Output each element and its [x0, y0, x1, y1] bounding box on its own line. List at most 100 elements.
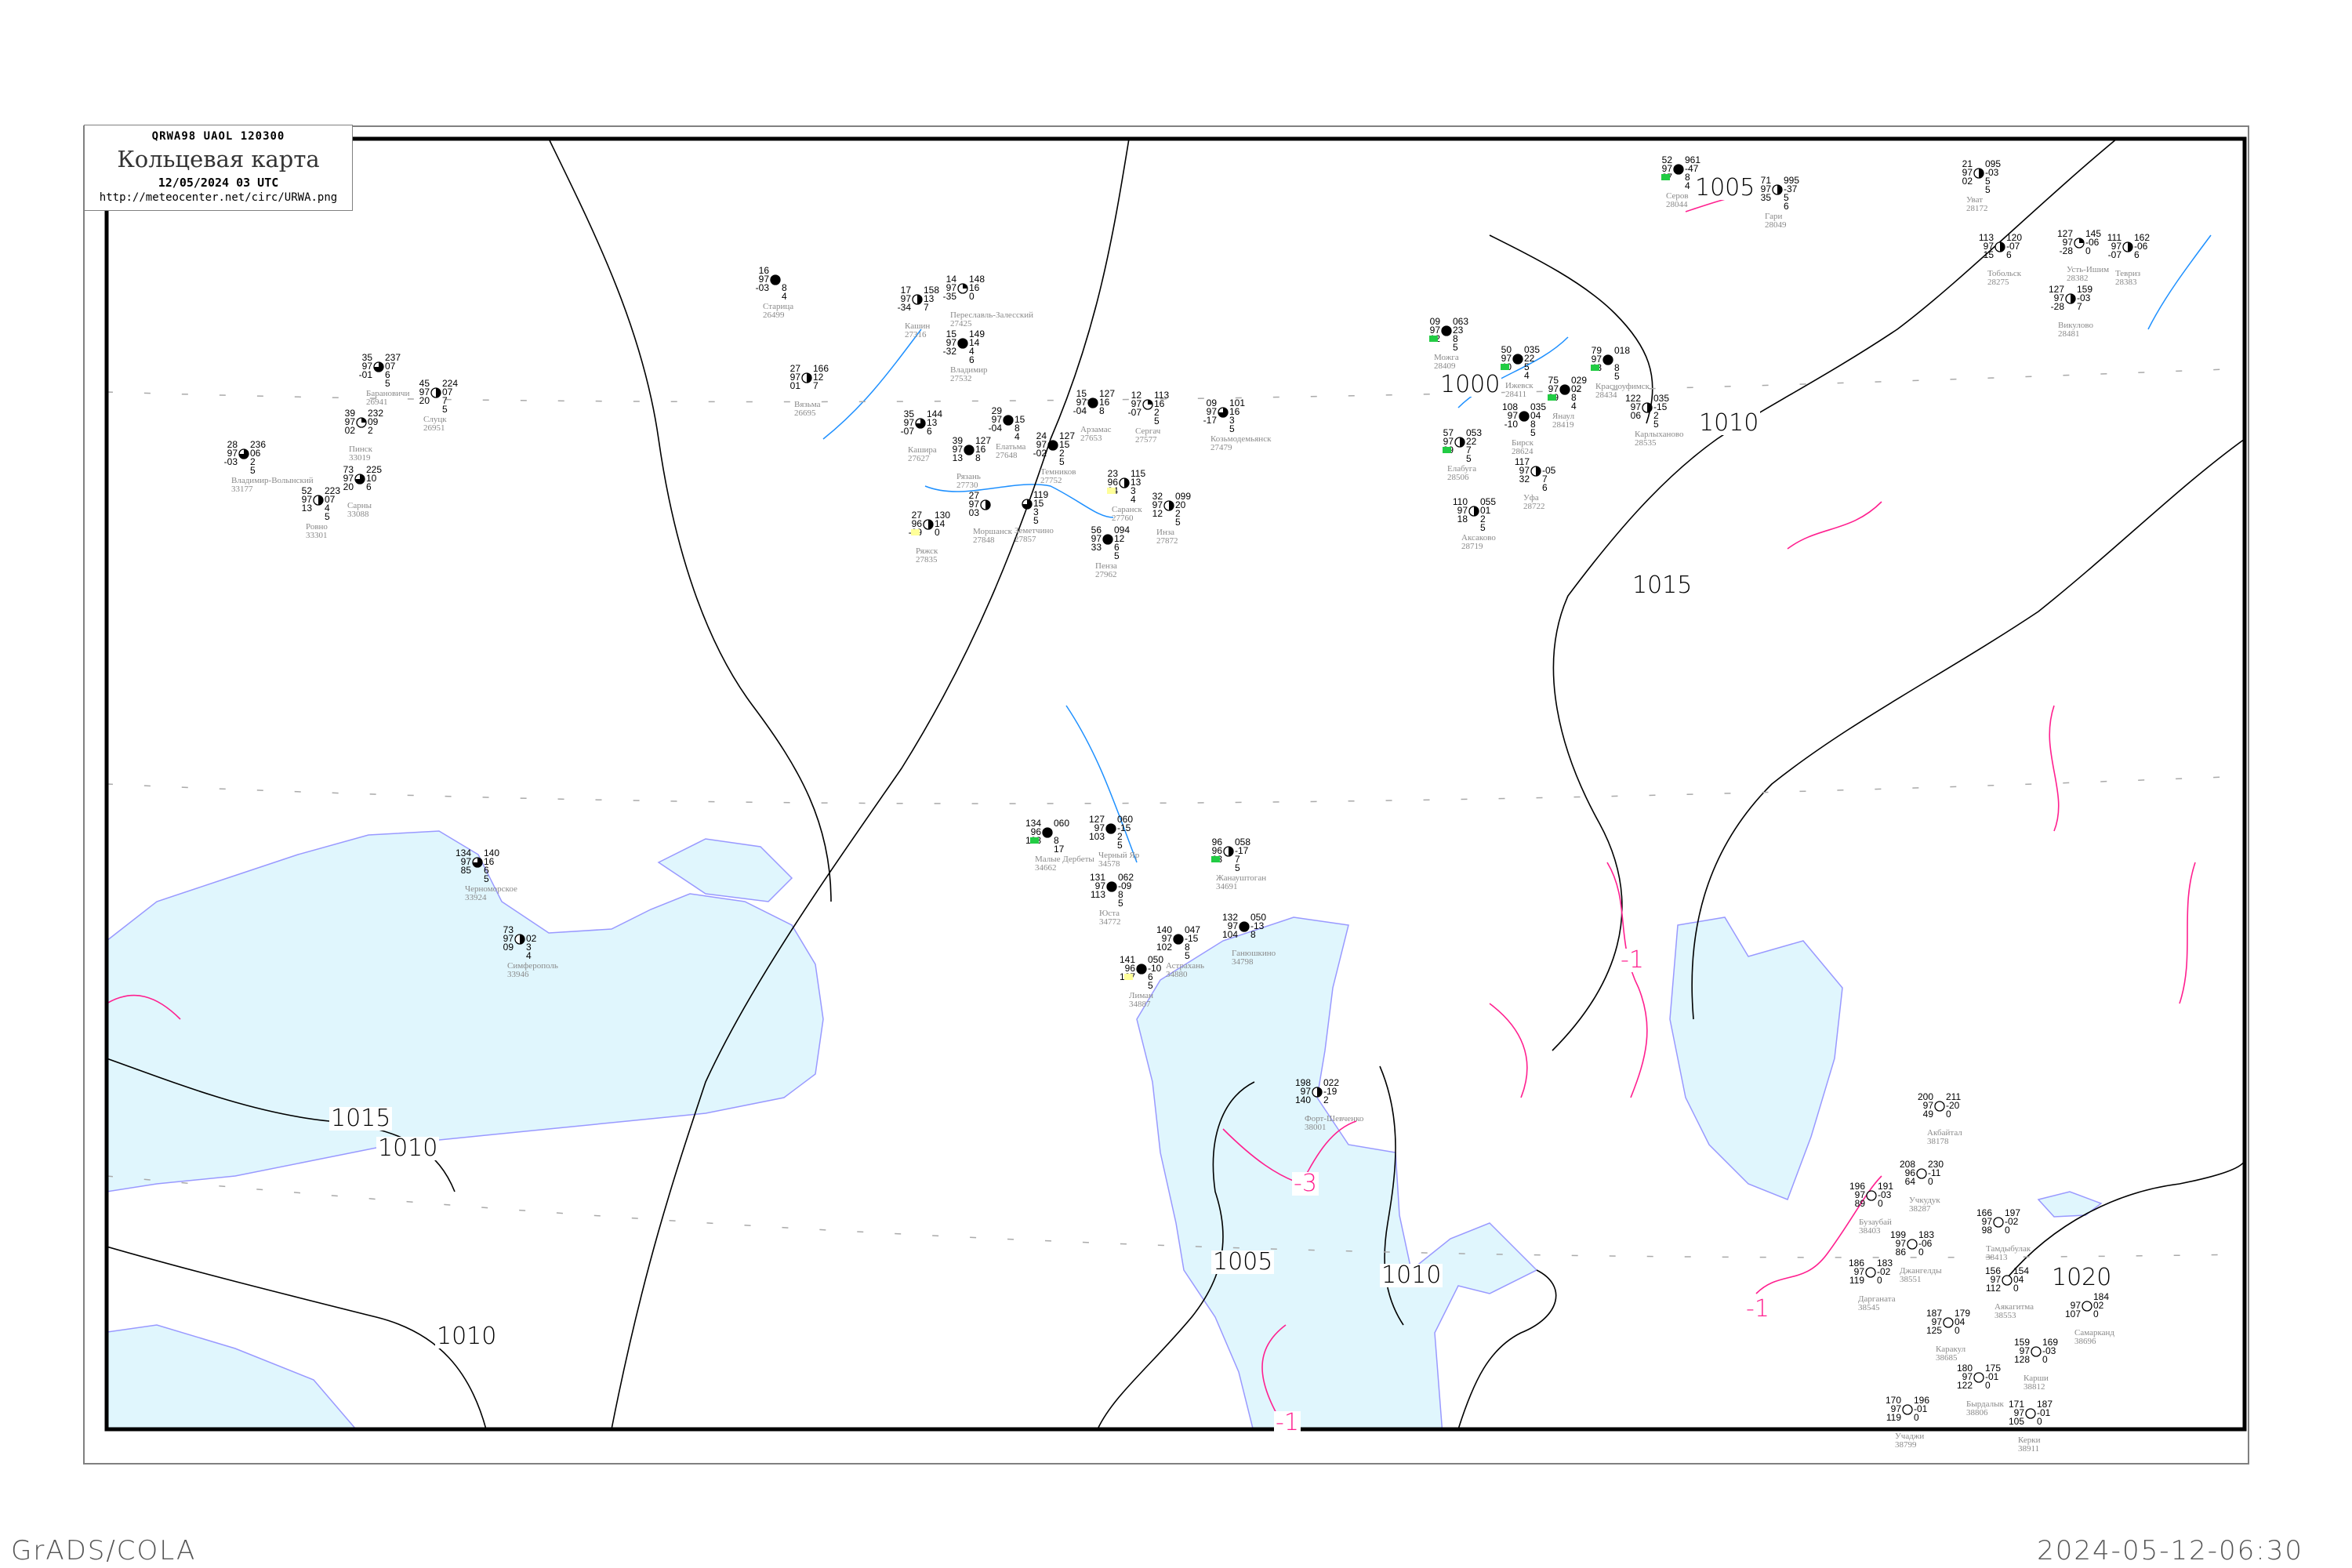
station-value-bl: 32: [1519, 474, 1530, 485]
station-value-ml: 97: [344, 416, 355, 427]
station-value-bl: -28: [2059, 245, 2073, 256]
station-value-ml: 97: [361, 361, 372, 372]
station-index: 28411: [1505, 390, 1527, 399]
station-name: Бирск: [1512, 438, 1534, 448]
station-value-b1: 0: [2005, 1225, 2010, 1236]
station-index: 38001: [1305, 1123, 1327, 1132]
station-value-tr: 179: [1955, 1308, 1971, 1319]
station-index: 26695: [794, 408, 816, 418]
station-name: Карши: [2024, 1374, 2049, 1383]
station-value-b1: 3: [526, 942, 532, 953]
station-value-b1: 7: [813, 380, 818, 391]
station-index: 38551: [1900, 1275, 1922, 1284]
station-index: 34578: [1098, 859, 1120, 869]
station-value-tr: 127: [975, 435, 992, 446]
station-value-b2: 5: [1985, 184, 1991, 195]
station-value-b2: 5: [1185, 950, 1190, 961]
station-value-b1: 7: [1466, 445, 1472, 456]
station-value-ml: 97: [1091, 533, 1102, 544]
station-value-tr: 029: [1571, 375, 1588, 386]
station-value-ml: 97: [2111, 241, 2122, 252]
station-value-mr: 14: [935, 518, 946, 529]
station-value-tr: 022: [1323, 1077, 1340, 1088]
station-name: Каракул: [1936, 1345, 1966, 1354]
station-value-mr: 22: [1466, 436, 1477, 447]
station-value-mr: -37: [1784, 183, 1798, 194]
station-value-b1: 2: [1059, 448, 1065, 459]
station-index: 38799: [1895, 1440, 1917, 1450]
station-name: Аякагитма: [1994, 1302, 2034, 1312]
station-value-b1: 7: [1542, 474, 1548, 485]
station-value-bl: 98: [1981, 1225, 1992, 1236]
station-value-b2: 5: [1033, 515, 1039, 526]
station-value-bl: 02: [344, 425, 355, 436]
station-value-tr: 232: [368, 408, 384, 419]
isobar-line: [1552, 139, 2118, 1051]
station-value-tr: 144: [927, 408, 943, 419]
station-value-tr: 115: [1131, 468, 1146, 479]
station-value-ml: 97: [758, 274, 769, 285]
station-value-mr: -15: [1117, 822, 1131, 833]
station-index: 28624: [1512, 447, 1534, 456]
station-value-tr: 094: [1114, 524, 1131, 535]
station-value-ml: 97: [343, 473, 354, 484]
station-index: 27577: [1135, 435, 1157, 445]
precip-marker-icon: [1548, 394, 1556, 401]
station-name: Аксаково: [1461, 533, 1496, 543]
station-index: 28719: [1461, 542, 1483, 551]
station-value-tr: 187: [2037, 1399, 2053, 1410]
station-name: Можга: [1434, 353, 1459, 362]
station-value-b2: 5: [1148, 980, 1153, 991]
station-value-bl: -04: [988, 423, 1002, 434]
isallobar-line: [107, 994, 181, 1020]
station-value-b1: 0: [1946, 1109, 1951, 1120]
station-value-ml: 97: [2019, 1345, 2030, 1356]
station-value-mr: 07: [385, 361, 396, 372]
station-value-tl: 156: [1984, 1265, 2001, 1276]
station-index: 26941: [366, 397, 388, 407]
station-value-b1: 5: [1985, 176, 1991, 187]
isobar-line: [1691, 438, 2245, 1020]
station-value-tl: 127: [2056, 228, 2073, 239]
station-value-bl: -07: [1127, 407, 1142, 418]
station-index: 27857: [1014, 535, 1036, 544]
station-value-ml: 97: [1990, 1274, 2001, 1285]
station-name: Красноуфимск: [1595, 382, 1650, 391]
fog-marker-icon: [1124, 974, 1133, 980]
station-value-mr: -03: [2077, 292, 2091, 303]
station-name: Саранск: [1112, 505, 1142, 514]
station-value-b2: 5: [1175, 517, 1181, 528]
isobar-label: 1015: [329, 1105, 393, 1132]
station-value-tl: 180: [1956, 1363, 1973, 1374]
station-value-bl: 103: [1088, 831, 1105, 842]
southern-sea: [107, 1324, 357, 1429]
station-value-tl: 09: [1429, 316, 1440, 327]
station-value-mr: 13: [924, 293, 935, 304]
station-value-bl: -04: [1073, 405, 1087, 416]
station-value-tr: 145: [2085, 228, 2102, 239]
station-value-b1: 0: [935, 527, 940, 538]
station-value-tr: 140: [484, 848, 500, 858]
station-value-b1: 2: [1323, 1094, 1329, 1105]
station-value-ml: 97: [2070, 1300, 2081, 1311]
station-value-mr: 01: [1480, 505, 1491, 516]
station-value-b1: 8: [1453, 333, 1458, 344]
station-value-ml: 97: [2053, 292, 2064, 303]
station-value-ml: 97: [1548, 383, 1559, 394]
station-index: 33019: [349, 453, 371, 463]
station-value-tr: 223: [325, 485, 341, 496]
station-value-ml: 97: [1630, 401, 1641, 412]
station-value-tr: 154: [2013, 1265, 2030, 1276]
station-value-b1: 8: [1099, 405, 1105, 416]
station-value-b2: 5: [1059, 456, 1065, 467]
station-name: Ровно: [306, 522, 328, 532]
station-value-tl: 110: [1452, 496, 1468, 507]
station-value-mr: -03: [2042, 1345, 2056, 1356]
station-value-bl: 03: [968, 507, 979, 518]
station-index: 28049: [1765, 220, 1787, 230]
station-value-tr: 183: [1918, 1229, 1935, 1240]
station-index: 28535: [1635, 438, 1657, 448]
station-index: 33924: [465, 893, 487, 902]
station-name: Сарны: [347, 501, 372, 510]
station-value-bl: 105: [2008, 1416, 2024, 1427]
